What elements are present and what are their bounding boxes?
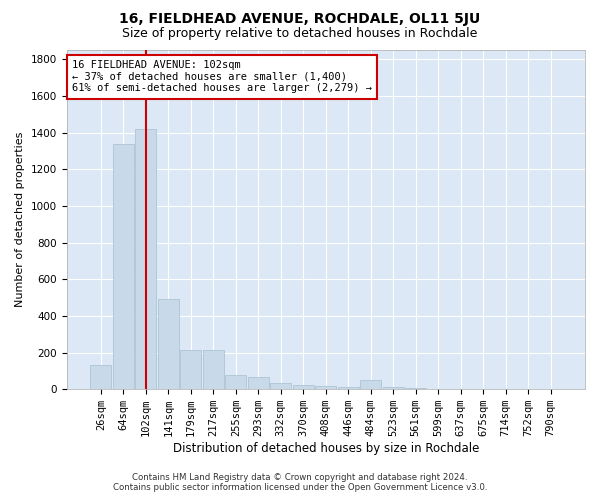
Bar: [293, 384, 314, 389]
Bar: [203, 350, 224, 389]
Text: 16, FIELDHEAD AVENUE, ROCHDALE, OL11 5JU: 16, FIELDHEAD AVENUE, ROCHDALE, OL11 5JU: [119, 12, 481, 26]
Text: Contains HM Land Registry data © Crown copyright and database right 2024.
Contai: Contains HM Land Registry data © Crown c…: [113, 473, 487, 492]
Bar: [180, 350, 202, 389]
X-axis label: Distribution of detached houses by size in Rochdale: Distribution of detached houses by size …: [173, 442, 479, 455]
Bar: [383, 387, 404, 389]
Bar: [315, 386, 337, 389]
Y-axis label: Number of detached properties: Number of detached properties: [15, 132, 25, 308]
Bar: [113, 144, 134, 389]
Bar: [338, 386, 359, 389]
Bar: [270, 383, 292, 389]
Bar: [428, 388, 449, 389]
Bar: [225, 376, 247, 389]
Text: Size of property relative to detached houses in Rochdale: Size of property relative to detached ho…: [122, 28, 478, 40]
Text: 16 FIELDHEAD AVENUE: 102sqm
← 37% of detached houses are smaller (1,400)
61% of : 16 FIELDHEAD AVENUE: 102sqm ← 37% of det…: [72, 60, 372, 94]
Bar: [405, 388, 427, 389]
Bar: [360, 380, 382, 389]
Bar: [90, 366, 112, 389]
Bar: [135, 129, 157, 389]
Bar: [158, 300, 179, 389]
Bar: [248, 378, 269, 389]
